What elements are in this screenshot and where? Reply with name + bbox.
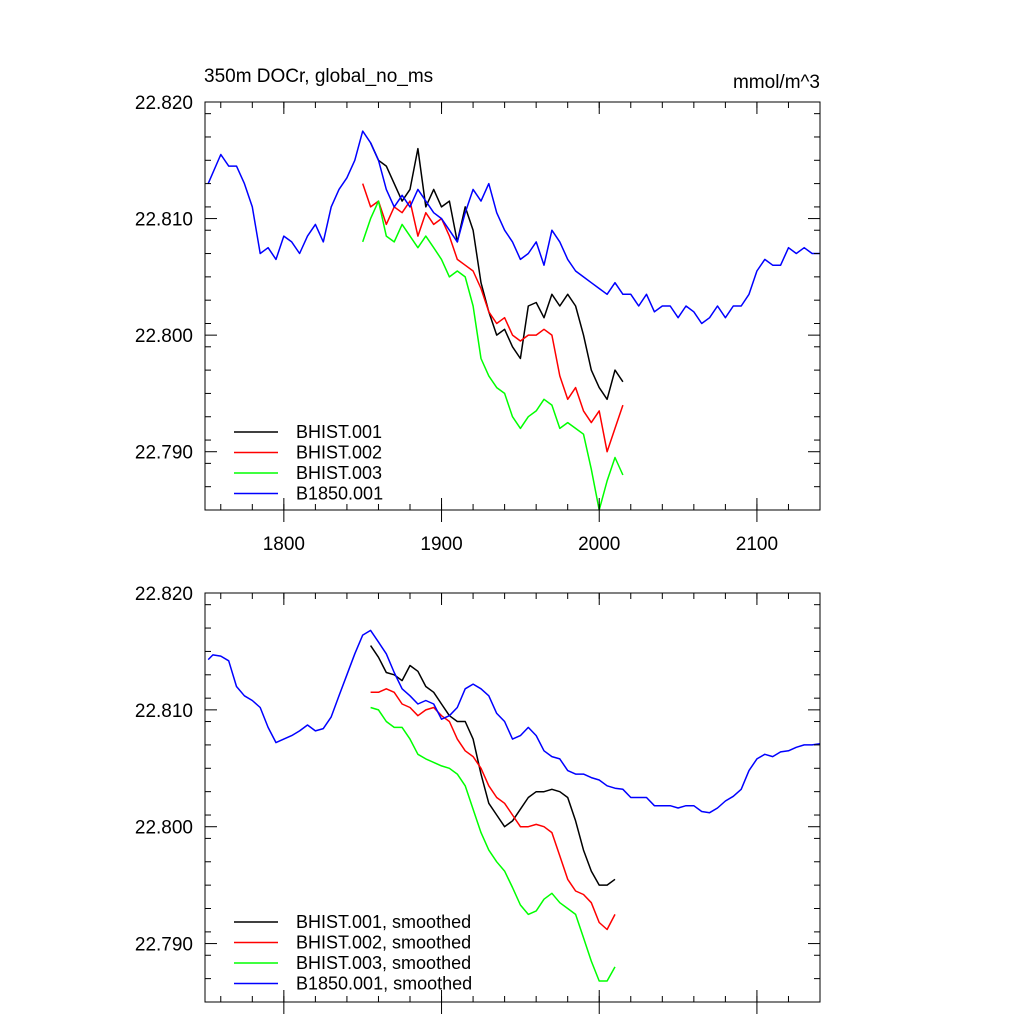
x-tick-label: 2100 <box>736 534 778 555</box>
legend-label: BHIST.003, smoothed <box>296 953 471 973</box>
series-line-0 <box>369 142 624 401</box>
tick-layer: 22.790 22.800 22.810 22.820 1800 1900 2000 2100 <box>135 93 821 555</box>
legend-item: BHIST.003 <box>234 463 382 483</box>
top-panel: 350m DOCr, global_no_ms mmol/m^3 22.7902… <box>135 66 821 555</box>
series-line-0 <box>369 645 616 886</box>
legend-item: BHIST.003, smoothed <box>234 953 471 973</box>
y-tick-label: 22.810 <box>135 210 193 231</box>
legend-label: BHIST.002, smoothed <box>296 933 471 953</box>
y-tick-label: 22.810 <box>135 701 193 722</box>
series-line-1 <box>361 183 624 453</box>
y-tick-label: 22.790 <box>135 935 193 956</box>
series-line-2 <box>361 200 624 510</box>
legend-item: BHIST.002 <box>234 443 382 463</box>
series-line-3 <box>207 629 820 814</box>
legend-item: B1850.001 <box>234 484 383 504</box>
series-layer <box>207 629 820 982</box>
plot-frame <box>204 592 821 1003</box>
legend-label: B1850.001 <box>296 484 383 504</box>
y-tick-label: 22.800 <box>135 818 193 839</box>
x-tick-label: 1800 <box>263 534 305 555</box>
series-layer <box>207 130 820 510</box>
units-label: mmol/m^3 <box>733 72 820 93</box>
x-tick-label: 2000 <box>578 534 620 555</box>
y-tick-label: 22.820 <box>135 584 193 605</box>
chart-title: 350m DOCr, global_no_ms <box>204 66 433 87</box>
series-line-3 <box>207 130 820 325</box>
legend-label: BHIST.001, smoothed <box>296 912 471 932</box>
y-tick-label: 22.790 <box>135 443 193 464</box>
plot-frame <box>204 101 821 511</box>
y-tick-label: 22.800 <box>135 326 193 347</box>
legend-label: BHIST.003 <box>296 463 382 483</box>
legend-label: BHIST.001 <box>296 422 382 442</box>
legend-item: B1850.001, smoothed <box>234 974 472 994</box>
legend-label: BHIST.002 <box>296 443 382 463</box>
y-tick-label: 22.820 <box>135 93 193 114</box>
series-line-2 <box>370 706 616 982</box>
legend-item: BHIST.001, smoothed <box>234 912 471 932</box>
bottom-panel: 22.790 22.800 22.810 22.820 BHIST.001, smoo… <box>135 584 821 1014</box>
legend-label: B1850.001, smoothed <box>296 974 472 994</box>
legend-item: BHIST.001 <box>234 422 382 442</box>
tick-layer: 22.790 22.800 22.810 22.820 <box>135 584 821 1014</box>
x-tick-label: 1900 <box>420 534 462 555</box>
series-line-1 <box>370 688 616 931</box>
legend-item: BHIST.002, smoothed <box>234 933 471 953</box>
